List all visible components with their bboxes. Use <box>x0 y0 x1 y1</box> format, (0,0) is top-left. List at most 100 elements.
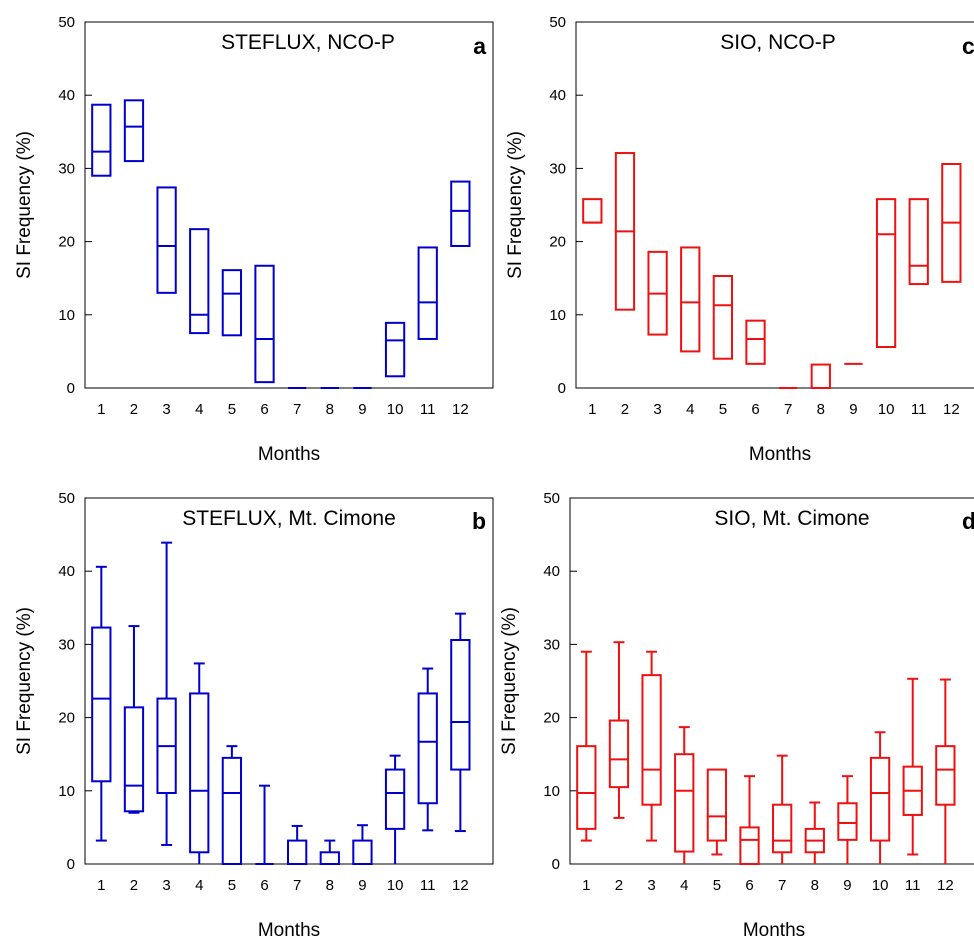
panel-d-box-month-1 <box>576 650 597 842</box>
panel-d-box-month-7 <box>772 754 793 864</box>
panel-d-ytick-label: 30 <box>543 636 560 653</box>
panel-d-box-month-2 <box>608 641 630 819</box>
iqr-box <box>352 839 373 865</box>
iqr-box <box>221 756 243 865</box>
iqr-box <box>641 674 662 806</box>
panel-c-xtick-label: 4 <box>686 401 694 418</box>
iqr-box <box>123 99 145 163</box>
iqr-box <box>706 768 728 842</box>
iqr-box <box>908 198 929 286</box>
panel-a-xtick-label: 2 <box>130 401 138 418</box>
panel-a-box-month-1 <box>91 103 112 177</box>
panel-d-ytick-label: 0 <box>552 856 560 873</box>
iqr-box <box>869 756 891 842</box>
panel-a-xtick-label: 12 <box>452 401 469 418</box>
iqr-box <box>450 639 471 771</box>
iqr-box <box>582 198 603 224</box>
panel-c-xtick-label: 6 <box>751 401 759 418</box>
panel-c-ylabel: SI Frequency (%) <box>505 131 526 279</box>
panel-c-ytick-label: 20 <box>549 234 566 251</box>
panel-d-xtick-label: 6 <box>745 877 753 894</box>
panel-a-xtick-label: 8 <box>326 401 334 418</box>
panel-d-box-month-11 <box>902 677 923 856</box>
panel-b-ytick-label: 30 <box>58 636 75 653</box>
panel-b-box-month-9 <box>352 824 373 865</box>
panel-b-box-month-4 <box>189 662 210 864</box>
panel-a-ytick-label: 10 <box>58 307 75 324</box>
panel-d-xtick-label: 3 <box>647 877 655 894</box>
panel-c-xlabel: Months <box>749 444 811 465</box>
panel-b-xlabel: Months <box>258 920 320 941</box>
iqr-box <box>772 803 793 854</box>
iqr-box <box>450 180 471 247</box>
panel-c-box-month-4 <box>680 246 701 353</box>
panel-c-box-month-3 <box>647 250 668 336</box>
panel-b-title: STEFLUX, Mt. Cimone <box>182 507 396 530</box>
iqr-box <box>91 103 112 177</box>
panel-b-box-month-6 <box>255 784 274 865</box>
panel-c-box-month-12 <box>941 163 962 283</box>
iqr-box <box>608 719 630 789</box>
panel-d-box-month-10 <box>869 731 891 864</box>
panel-b-xtick-label: 4 <box>195 877 203 894</box>
panel-c-box-month-11 <box>908 198 929 286</box>
iqr-box <box>837 802 858 841</box>
panel-a-ytick-label: 0 <box>67 380 75 397</box>
panel-b-xtick-label: 12 <box>452 877 469 894</box>
panel-d-xlabel: Months <box>743 920 805 941</box>
panel-d-box-month-9 <box>837 775 858 864</box>
iqr-box <box>745 319 766 365</box>
panel-b-ytick-label: 50 <box>58 490 75 507</box>
panel-c: SIO, NCO-P c SI Frequency (%) Months 0 10… <box>505 14 974 465</box>
panel-c-xtick-label: 1 <box>588 401 596 418</box>
panel-a-xtick-label: 1 <box>97 401 105 418</box>
panel-b-box-month-7 <box>287 824 308 865</box>
panel-d-title: SIO, Mt. Cimone <box>714 507 869 530</box>
panel-a-ytick-label: 20 <box>58 234 75 251</box>
panel-d-xtick-label: 11 <box>905 877 921 894</box>
iqr-box <box>254 264 275 384</box>
panel-d-letter: d <box>962 508 974 534</box>
panel-b-xtick-label: 6 <box>260 877 268 894</box>
iqr-box <box>384 321 406 378</box>
panel-b-xtick-label: 9 <box>358 877 366 894</box>
panel-b-xtick-label: 8 <box>326 877 334 894</box>
panel-b-box-month-11 <box>417 667 438 832</box>
panel-c-xtick-label: 10 <box>878 401 895 418</box>
iqr-box <box>221 269 243 337</box>
panel-a-xlabel: Months <box>258 444 320 465</box>
panel-b-frame <box>84 497 494 865</box>
iqr-box <box>156 186 177 294</box>
panel-d-box-month-8 <box>804 801 825 864</box>
panel-c-xtick-label: 7 <box>784 401 792 418</box>
panel-a-xtick-label: 10 <box>387 401 404 418</box>
panel-b-xtick-label: 1 <box>97 877 105 894</box>
panel-c-title: SIO, NCO-P <box>720 31 836 54</box>
iqr-box <box>674 753 695 853</box>
panel-a-frame <box>84 21 494 389</box>
iqr-box <box>417 246 438 340</box>
panel-b-ylabel: SI Frequency (%) <box>14 607 35 755</box>
iqr-box <box>712 275 734 360</box>
panel-b-box-month-3 <box>156 541 177 846</box>
panel-a-xtick-label: 4 <box>195 401 203 418</box>
iqr-box <box>680 246 701 353</box>
panel-d-xtick-label: 10 <box>872 877 889 894</box>
panel-b-xtick-label: 3 <box>162 877 170 894</box>
iqr-box <box>875 198 897 349</box>
panel-c-xtick-label: 3 <box>653 401 661 418</box>
iqr-box <box>739 826 760 866</box>
panel-d-xtick-label: 1 <box>582 877 590 894</box>
panel-a-ytick-label: 30 <box>58 160 75 177</box>
panel-c-ytick-label: 30 <box>549 160 566 177</box>
panel-d-box-month-5 <box>706 768 728 856</box>
panel-b-xtick-label: 7 <box>293 877 301 894</box>
panel-d-xtick-label: 8 <box>811 877 819 894</box>
iqr-box <box>810 363 831 389</box>
panel-c-box-month-1 <box>582 198 603 224</box>
panel-c-box-month-2 <box>614 152 636 311</box>
panel-d-box-month-3 <box>641 650 662 842</box>
panel-d-box-month-4 <box>674 726 695 864</box>
panel-d-frame <box>569 497 974 865</box>
